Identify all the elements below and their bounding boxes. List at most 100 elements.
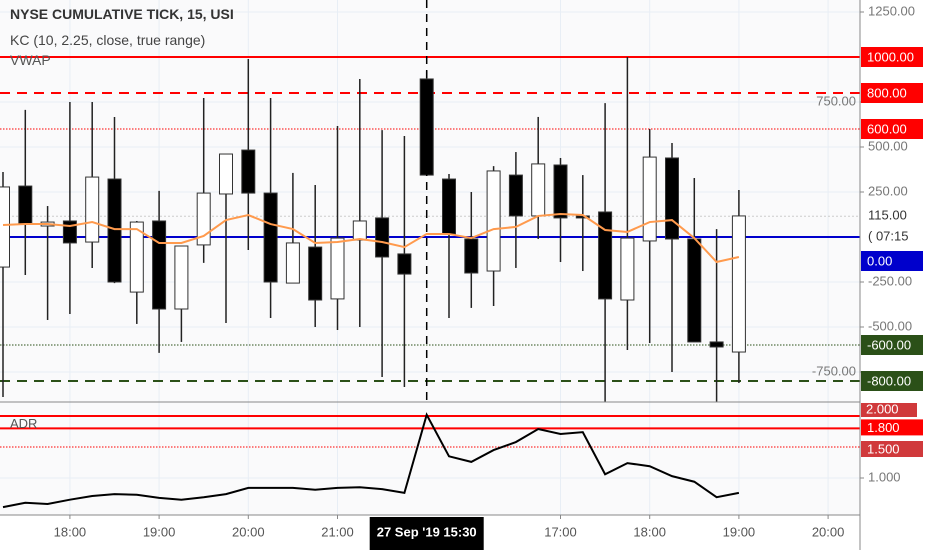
- level-price-label-bg: [861, 335, 923, 355]
- level-price-label: -800.00: [867, 373, 911, 388]
- level-price-label: -600.00: [867, 337, 911, 352]
- candle: [375, 130, 390, 378]
- candle-body: [642, 156, 657, 242]
- level-price-label-bg: [861, 83, 923, 103]
- level-price-label-bg: [861, 119, 923, 139]
- bar-countdown: ( 07:15: [868, 228, 908, 243]
- candle-body: [241, 149, 256, 194]
- candle: [241, 58, 256, 250]
- adr-line: [2, 412, 740, 509]
- time-tick-label: 20:00: [232, 524, 265, 539]
- candle-body: [508, 174, 523, 217]
- candle-body: [129, 221, 144, 293]
- candle-body: [18, 185, 33, 225]
- candle: [598, 103, 613, 403]
- candle-body: [709, 341, 724, 348]
- candle: [85, 102, 100, 268]
- price-tick-label: 250.00: [868, 183, 908, 198]
- price-tick-label: -250.00: [868, 273, 912, 288]
- candle: [174, 245, 189, 342]
- last-price-label: 115.00: [868, 208, 907, 223]
- candle-body: [620, 237, 635, 301]
- crosshair-time-label-bg: [369, 517, 484, 550]
- candle-body: [375, 217, 390, 258]
- candle-body: [85, 176, 100, 243]
- time-tick-label: 18:00: [54, 524, 87, 539]
- adr-tick-label: 1.000: [868, 469, 901, 484]
- vwap-indicator-label[interactable]: VWAP: [10, 52, 51, 68]
- candle-body: [330, 237, 345, 300]
- candle: [0, 172, 10, 398]
- candle-body: [442, 178, 456, 235]
- candle: [352, 78, 367, 327]
- candle: [620, 57, 635, 351]
- adr-indicator-label[interactable]: ADR: [10, 416, 38, 431]
- price-tick-label: 750.00: [816, 93, 856, 108]
- symbol-title: NYSE CUMULATIVE TICK, 15, USI: [10, 6, 234, 22]
- level-price-label: 1000.00: [867, 49, 914, 64]
- candle-body: [0, 186, 10, 268]
- time-tick-label: 18:00: [633, 524, 666, 539]
- candle: [553, 157, 568, 263]
- candle-body: [687, 238, 702, 343]
- level-price-label-bg: [861, 47, 923, 67]
- adr-level-label: 1.800: [867, 420, 900, 435]
- time-tick-label: 20:00: [812, 524, 845, 539]
- candle: [508, 152, 523, 268]
- candle: [107, 116, 122, 284]
- adr-level-label: 1.500: [867, 441, 900, 456]
- price-tick-label: -500.00: [868, 318, 912, 333]
- kc-indicator-label[interactable]: KC (10, 2.25, close, true range): [10, 32, 206, 48]
- main-pane-bg: [0, 0, 860, 402]
- level-price-label: 800.00: [867, 85, 907, 100]
- candle-body: [464, 238, 479, 274]
- candle-body: [174, 245, 189, 310]
- candle: [442, 174, 456, 318]
- candle-body: [731, 215, 746, 353]
- candle-body: [665, 157, 679, 240]
- candle: [330, 125, 345, 331]
- adr-level-label: 2.000: [866, 401, 899, 416]
- candle-body: [531, 163, 546, 217]
- level-price-label: 600.00: [867, 121, 907, 136]
- candle-body: [152, 220, 167, 310]
- adr-label-bg: [861, 403, 917, 417]
- level-price-label-bg: [861, 251, 923, 271]
- candle: [665, 143, 679, 372]
- time-tick-label: 17:00: [544, 524, 577, 539]
- candle-body: [598, 211, 613, 300]
- candle: [709, 229, 724, 403]
- price-tick-label: 500.00: [868, 138, 908, 153]
- vwap-line: [2, 212, 740, 264]
- candle-body: [352, 220, 367, 241]
- candle: [731, 190, 746, 383]
- candle-body: [196, 192, 211, 246]
- level-price-label: 0.00: [867, 253, 892, 268]
- time-tick-label: 19:00: [723, 524, 756, 539]
- candle-body: [107, 178, 122, 283]
- candle-body: [308, 246, 323, 301]
- candle-body: [219, 153, 233, 195]
- candle: [285, 172, 300, 284]
- time-tick-label: 21:00: [321, 524, 354, 539]
- candle: [129, 220, 144, 324]
- price-tick-label: -750.00: [812, 363, 856, 378]
- candle-body: [397, 253, 412, 275]
- adr-level-label-bg: [861, 441, 923, 457]
- candle-body: [553, 164, 568, 219]
- candle-body: [486, 170, 501, 272]
- candle-body: [285, 242, 300, 284]
- level-price-label-bg: [861, 371, 923, 391]
- time-tick-label: 19:00: [143, 524, 176, 539]
- candle: [263, 98, 278, 318]
- price-tick-label: 1250.00: [868, 3, 915, 18]
- candle: [308, 184, 323, 327]
- candle-body: [263, 192, 278, 283]
- candle: [397, 136, 412, 387]
- candle: [642, 129, 657, 344]
- candle: [219, 153, 233, 324]
- candle: [486, 166, 501, 306]
- crosshair-time-label: 27 Sep '19 15:30: [377, 524, 477, 539]
- adr-level-label-bg: [861, 419, 923, 436]
